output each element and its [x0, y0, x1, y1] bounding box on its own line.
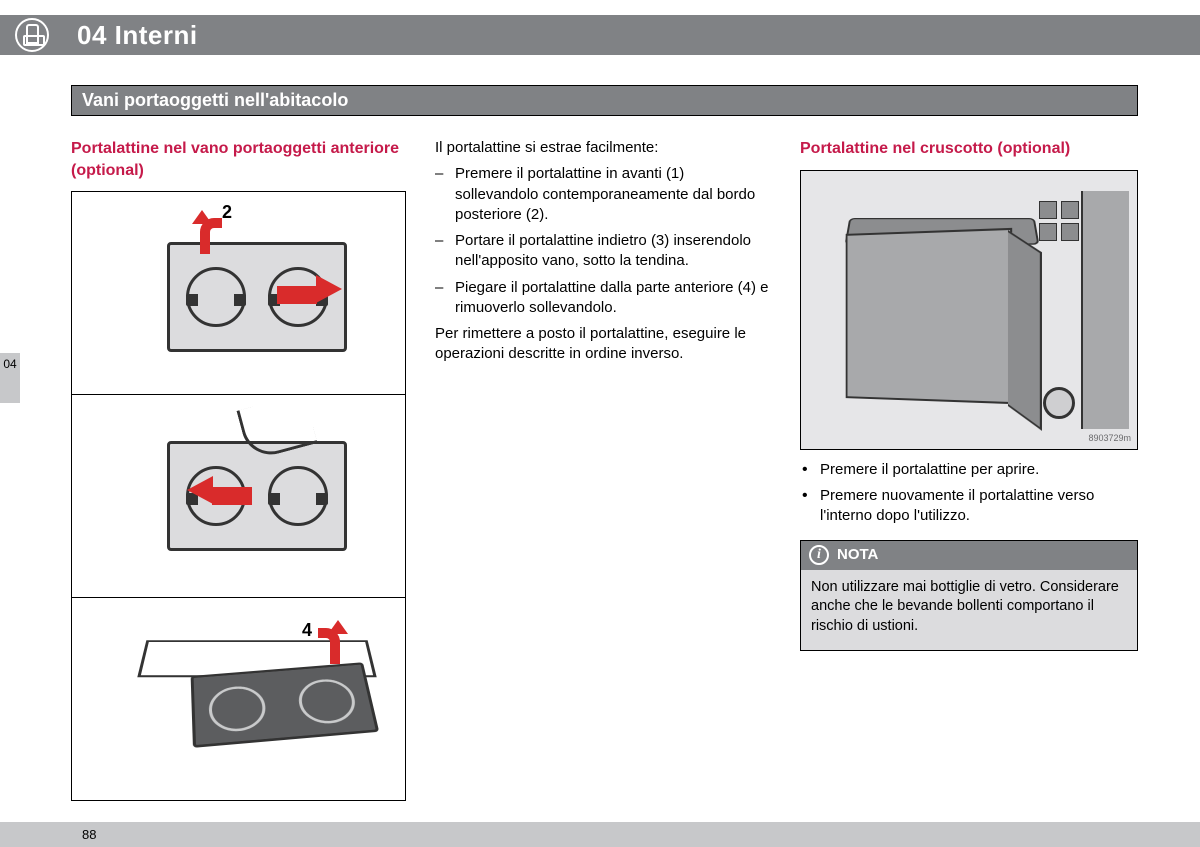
col3-heading: Portalattine nel cruscotto (optional): [800, 138, 1138, 160]
col3-bullets: Premere il portalattine per aprire. Prem…: [800, 460, 1138, 527]
chapter-banner: 04 Interni: [0, 15, 1200, 55]
column-3: Portalattine nel cruscotto (optional) 89…: [800, 138, 1138, 651]
arrow-up-icon: [200, 218, 222, 254]
col2-intro: Il portalattine si estrae facilmente:: [435, 138, 770, 158]
arrow-curve-icon: [318, 628, 340, 664]
arrow-left-icon: [187, 476, 213, 504]
image-ref: 8903729m: [1088, 432, 1131, 444]
step-3: Piegare il portalattine dalla parte ante…: [435, 278, 770, 319]
section-title: Vani portaoggetti nell'abitacolo: [71, 85, 1138, 116]
bullet-2: Premere nuovamente il portalattine verso…: [800, 486, 1138, 527]
figure-panel-3: 4: [72, 598, 405, 800]
step-2: Portare il portalattine indietro (3) ins…: [435, 231, 770, 272]
column-1: Portalattine nel vano portaoggetti anter…: [71, 138, 406, 801]
col2-steps: Premere il portalattine in avanti (1) so…: [435, 164, 770, 318]
col2-outro: Per rimettere a posto il portalattine, e…: [435, 324, 770, 365]
callout-4: 4: [302, 618, 312, 642]
note-title: NOTA: [837, 545, 878, 565]
seat-icon: [15, 18, 49, 52]
col3-figure: 8903729m: [800, 170, 1138, 450]
figure-panel-1: 2 1: [72, 192, 405, 395]
note-body: Non utilizzare mai bottiglie di vetro. C…: [801, 570, 1137, 651]
callout-2: 2: [222, 200, 232, 224]
note-box: i NOTA Non utilizzare mai bottiglie di v…: [800, 540, 1138, 651]
col1-heading: Portalattine nel vano portaoggetti anter…: [71, 138, 406, 181]
page-number: 88: [0, 822, 110, 847]
column-2: Il portalattine si estrae facilmente: Pr…: [435, 138, 770, 371]
figure-panel-2: 3: [72, 395, 405, 598]
col1-figure: 2 1 3: [71, 191, 406, 801]
note-header: i NOTA: [801, 541, 1137, 569]
side-tab: 04: [0, 353, 20, 403]
step-1: Premere il portalattine in avanti (1) so…: [435, 164, 770, 225]
page-footer: [0, 822, 1200, 847]
bullet-1: Premere il portalattine per aprire.: [800, 460, 1138, 480]
chapter-title: 04 Interni: [77, 20, 198, 51]
arrow-right-icon: [316, 275, 342, 303]
info-icon: i: [809, 545, 829, 565]
